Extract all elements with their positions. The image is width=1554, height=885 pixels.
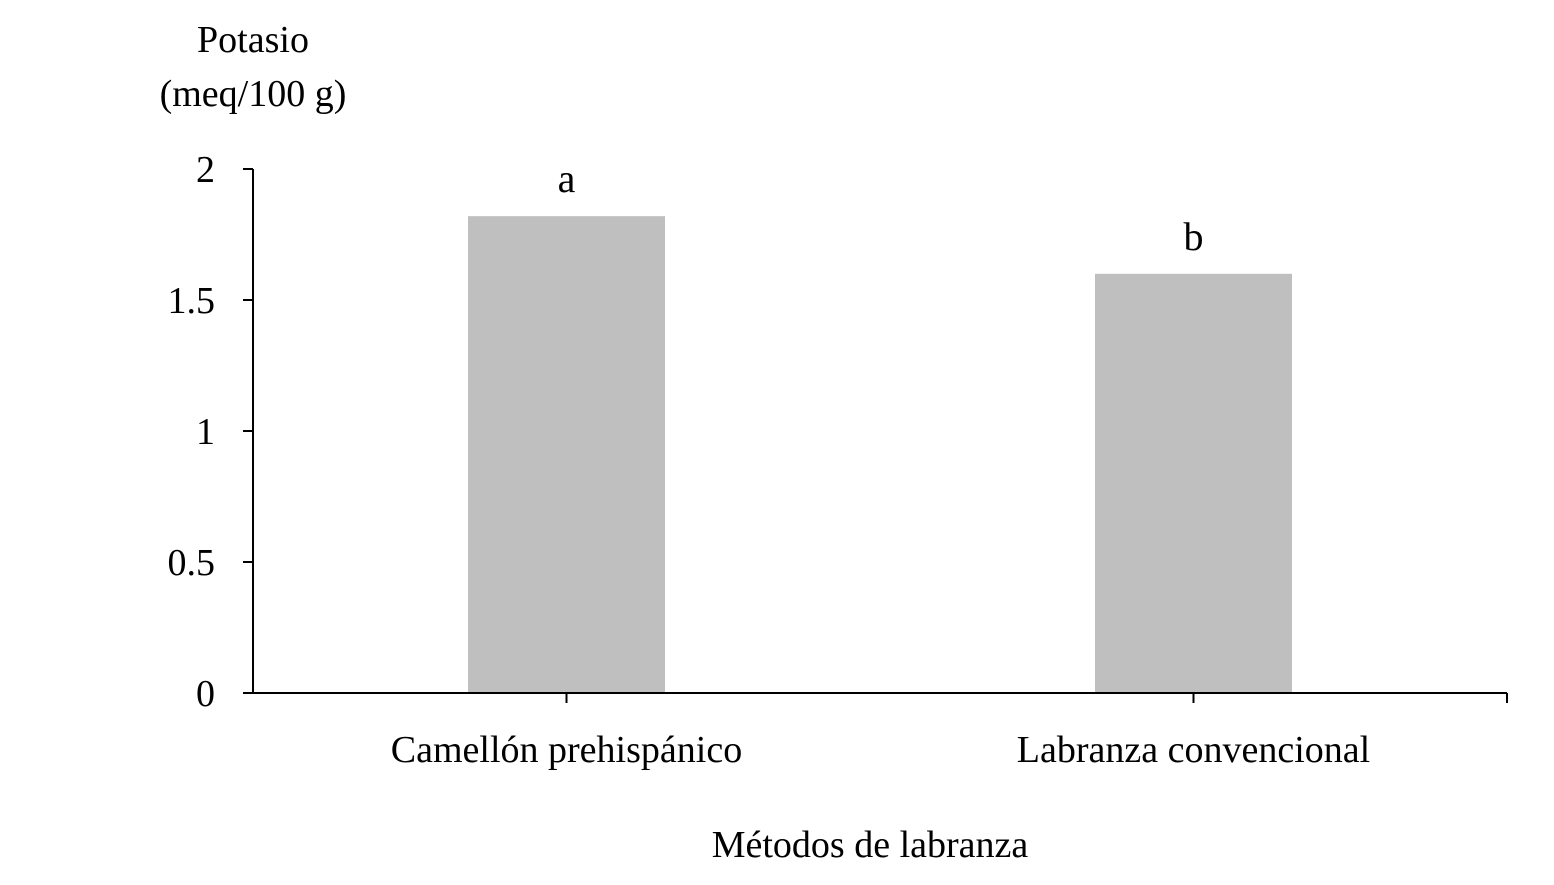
y-tick-label-2: 1 bbox=[196, 411, 215, 453]
y-tick-label-3: 1.5 bbox=[168, 280, 216, 322]
y-axis-label-line1: Potasio bbox=[197, 19, 309, 61]
x-tick-label-1: Labranza convencional bbox=[1017, 729, 1370, 771]
y-tick-label-0: 0 bbox=[196, 673, 215, 715]
y-axis-label-line2: (meq/100 g) bbox=[160, 73, 347, 115]
x-tick-label-0: Camellón prehispánico bbox=[391, 729, 742, 771]
y-tick-label-1: 0.5 bbox=[168, 542, 216, 584]
bar-1 bbox=[1095, 273, 1292, 693]
bar-label-0: a bbox=[558, 156, 576, 201]
bar-label-1: b bbox=[1184, 214, 1204, 259]
y-tick-label-4: 2 bbox=[196, 149, 215, 191]
x-axis-label: Métodos de labranza bbox=[712, 824, 1029, 866]
bar-0 bbox=[468, 216, 665, 693]
